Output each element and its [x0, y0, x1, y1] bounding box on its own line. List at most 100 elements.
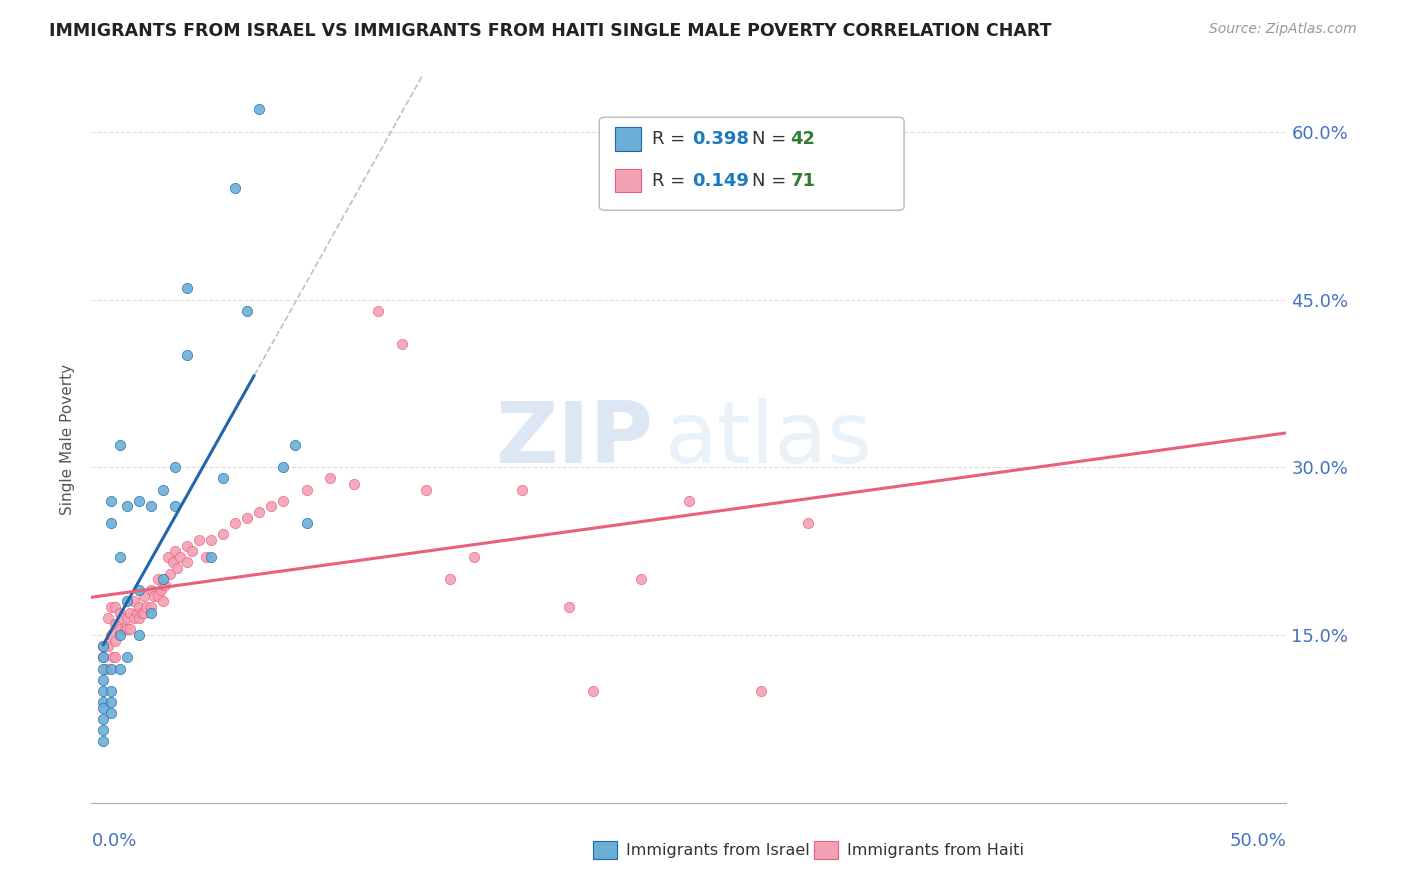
Bar: [593, 841, 617, 859]
Point: [149, 583, 172, 598]
Point: [104, 633, 127, 648]
Point: [630, 572, 652, 586]
Point: [135, 600, 157, 615]
Point: [125, 606, 148, 620]
Point: [100, 600, 122, 615]
Point: [114, 623, 136, 637]
Point: [295, 483, 318, 497]
Point: [797, 516, 820, 531]
Point: [163, 544, 186, 558]
Point: [100, 493, 122, 508]
Point: [131, 606, 153, 620]
Point: [100, 706, 122, 721]
Point: [124, 611, 146, 625]
Point: [162, 555, 184, 569]
Point: [224, 516, 246, 531]
Point: [128, 583, 150, 598]
Point: [115, 500, 138, 514]
Point: [93, 662, 114, 676]
Point: [124, 594, 146, 608]
Point: [187, 533, 211, 547]
Point: [510, 483, 533, 497]
Text: R =: R =: [652, 171, 690, 189]
Point: [159, 566, 181, 581]
Point: [111, 611, 134, 625]
Point: [115, 650, 138, 665]
Point: [169, 549, 191, 564]
Point: [148, 589, 170, 603]
Text: 50.0%: 50.0%: [1230, 832, 1286, 850]
Point: [415, 483, 437, 497]
Point: [115, 611, 138, 625]
Point: [128, 493, 150, 508]
Point: [211, 471, 233, 485]
Point: [141, 583, 162, 598]
Point: [93, 723, 114, 737]
Point: [100, 684, 122, 698]
Point: [439, 572, 461, 586]
Text: Source: ZipAtlas.com: Source: ZipAtlas.com: [1209, 22, 1357, 37]
Point: [108, 438, 131, 452]
Text: ZIP: ZIP: [495, 398, 652, 481]
Y-axis label: Single Male Poverty: Single Male Poverty: [60, 364, 76, 515]
Point: [343, 477, 366, 491]
Bar: [614, 128, 641, 151]
Point: [259, 500, 281, 514]
Point: [166, 561, 188, 575]
Point: [463, 549, 485, 564]
Point: [247, 103, 270, 117]
Point: [100, 662, 122, 676]
Point: [180, 544, 202, 558]
Point: [118, 623, 141, 637]
Bar: [814, 841, 838, 859]
Point: [93, 650, 114, 665]
Point: [235, 510, 259, 524]
Point: [93, 695, 114, 709]
Point: [367, 303, 389, 318]
Point: [211, 527, 233, 541]
Point: [93, 700, 114, 714]
Point: [156, 549, 179, 564]
Point: [152, 572, 174, 586]
Point: [108, 623, 131, 637]
Point: [93, 639, 114, 653]
Text: 42: 42: [790, 130, 815, 148]
Point: [104, 616, 127, 631]
Point: [295, 516, 318, 531]
Text: Immigrants from Israel: Immigrants from Israel: [626, 843, 810, 857]
Point: [108, 628, 131, 642]
Point: [128, 628, 150, 642]
Point: [224, 180, 246, 194]
Point: [582, 684, 605, 698]
Point: [93, 734, 114, 748]
Point: [128, 600, 150, 615]
Point: [678, 493, 700, 508]
Point: [271, 460, 294, 475]
Point: [108, 662, 131, 676]
FancyBboxPatch shape: [599, 117, 904, 211]
Text: 0.398: 0.398: [693, 130, 749, 148]
Point: [93, 639, 114, 653]
Bar: [614, 169, 641, 192]
Text: 0.0%: 0.0%: [91, 832, 136, 850]
Point: [101, 650, 124, 665]
Point: [148, 572, 170, 586]
Point: [176, 281, 198, 295]
Text: Immigrants from Haiti: Immigrants from Haiti: [846, 843, 1024, 857]
Point: [93, 673, 114, 687]
Point: [749, 684, 772, 698]
Point: [152, 483, 174, 497]
Point: [195, 549, 218, 564]
Point: [93, 712, 114, 726]
Text: N =: N =: [752, 171, 792, 189]
Point: [141, 606, 162, 620]
Point: [97, 639, 120, 653]
Point: [235, 303, 259, 318]
Text: N =: N =: [752, 130, 792, 148]
Point: [200, 533, 222, 547]
Point: [200, 549, 222, 564]
Point: [128, 611, 150, 625]
Point: [100, 695, 122, 709]
Point: [176, 539, 198, 553]
Point: [100, 628, 122, 642]
